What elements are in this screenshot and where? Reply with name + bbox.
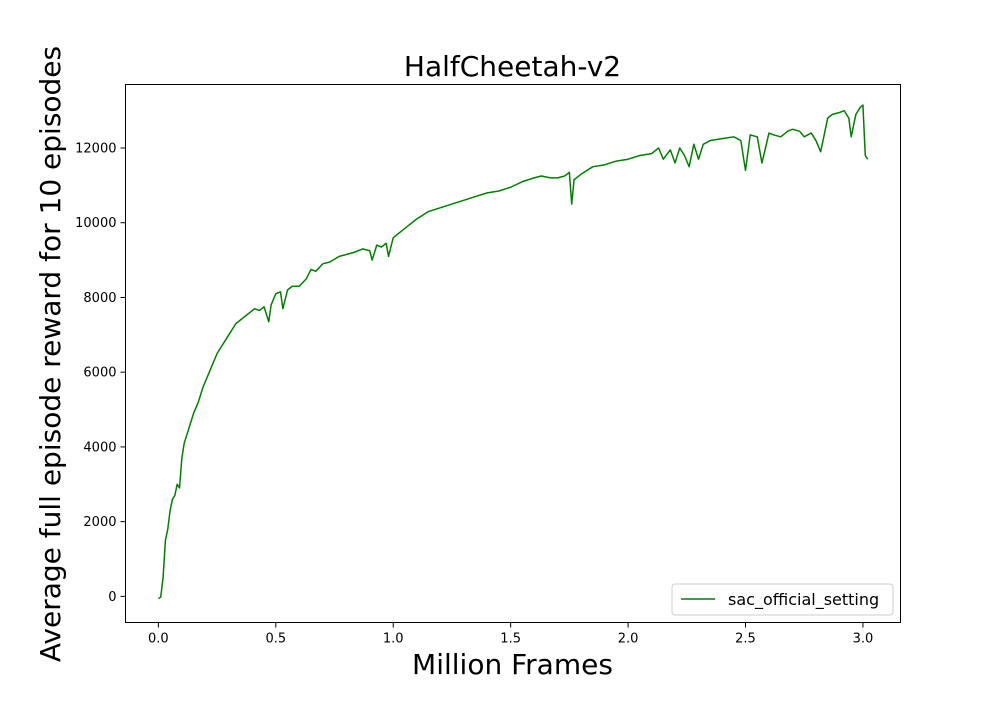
legend: sac_official_setting: [671, 583, 894, 616]
legend-box: [671, 583, 894, 616]
chart-title: HalfCheetah-v2: [404, 50, 621, 83]
y-tick-label: 0: [108, 590, 116, 605]
x-tick-label: 1.0: [383, 632, 404, 647]
y-tick-label: 2000: [83, 515, 116, 530]
plot-content: [157, 104, 869, 600]
plot-frame: [125, 84, 901, 623]
series-line-0: [157, 104, 869, 600]
y-axis: 0 2000 4000 6000 8000 10000 12000: [75, 142, 126, 605]
y-tick-label: 10000: [75, 216, 116, 231]
x-tick-label: 0.0: [148, 632, 169, 647]
x-tick-label: 1.5: [500, 632, 521, 647]
y-axis-label: Average full episode reward for 10 episo…: [34, 46, 67, 662]
y-tick-label: 4000: [83, 440, 116, 455]
x-tick-label: 0.5: [265, 632, 286, 647]
x-tick-label: 2.0: [618, 632, 639, 647]
y-tick-label: 6000: [83, 366, 116, 381]
x-axis: 0.0 0.5 1.0 1.5 2.0 2.5 3.0: [148, 622, 874, 647]
y-tick-label: 8000: [83, 291, 116, 306]
legend-label: sac_official_setting: [728, 590, 879, 610]
x-axis-label: Million Frames: [412, 648, 613, 681]
x-tick-label: 2.5: [735, 632, 756, 647]
y-tick-label: 12000: [75, 142, 116, 157]
x-tick-label: 3.0: [853, 632, 874, 647]
